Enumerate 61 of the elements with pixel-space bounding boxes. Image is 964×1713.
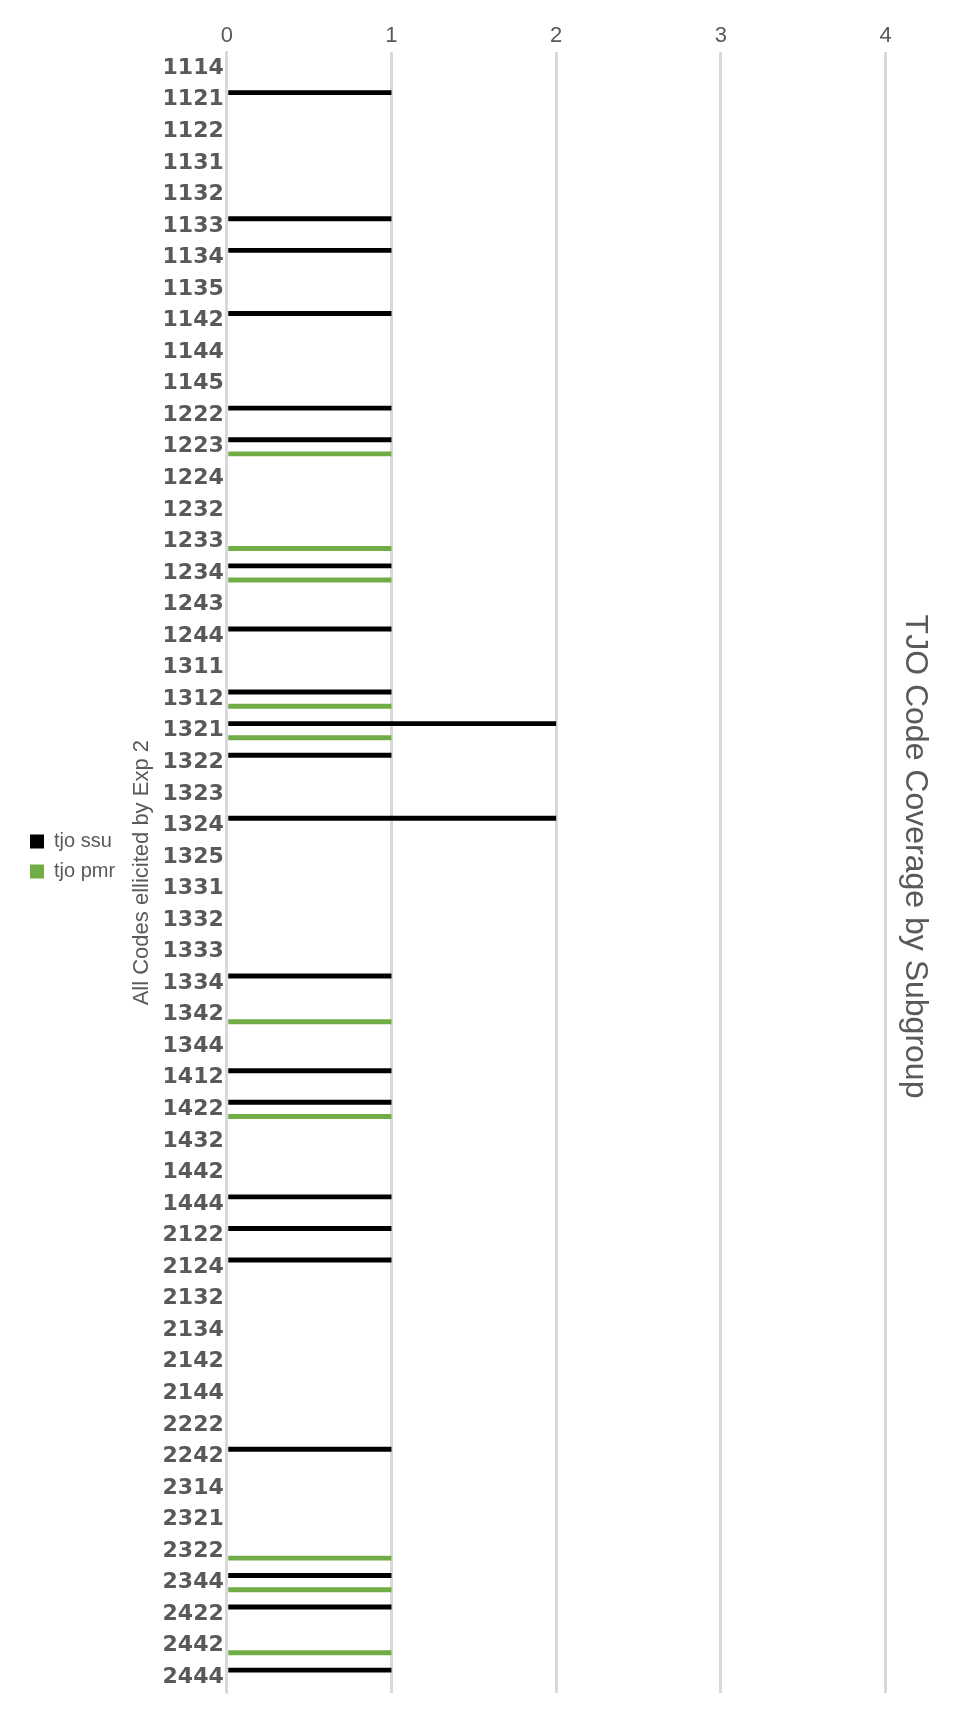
y-tick-label: 1342 xyxy=(162,1000,224,1026)
legend-label: tjo pmr xyxy=(54,859,116,882)
y-tick-label: 1331 xyxy=(162,874,224,900)
x-tick-label: 2 xyxy=(550,22,563,48)
y-tick-label: 1412 xyxy=(162,1063,224,1089)
y-tick-label: 2444 xyxy=(162,1662,224,1688)
y-tick-label: 1233 xyxy=(162,527,224,553)
x-tick-label: 1 xyxy=(385,22,398,48)
y-tick-label: 1332 xyxy=(162,905,224,931)
y-tick-label: 2422 xyxy=(162,1599,224,1625)
y-tick-label: 1135 xyxy=(162,274,224,300)
y-tick-label: 2314 xyxy=(162,1473,224,1499)
y-tick-label: 2132 xyxy=(162,1284,224,1310)
x-tick-label: 4 xyxy=(879,22,892,48)
y-tick-label: 1244 xyxy=(162,621,224,647)
y-tick-label: 1122 xyxy=(162,116,224,142)
x-tick-label: 3 xyxy=(714,22,728,48)
y-tick-label: 1321 xyxy=(162,716,224,742)
y-tick-label: 1243 xyxy=(162,590,224,616)
y-tick-label: 2124 xyxy=(162,1252,224,1278)
y-tick-label: 1323 xyxy=(162,779,224,805)
y-tick-label: 1134 xyxy=(162,243,224,269)
y-tick-label: 1144 xyxy=(162,337,224,363)
legend-label: tjo ssu xyxy=(54,829,112,852)
y-tick-label: 1224 xyxy=(162,464,224,490)
y-tick-label: 1145 xyxy=(162,369,224,395)
y-tick-label: 1131 xyxy=(162,148,224,174)
y-tick-label: 1324 xyxy=(162,811,224,837)
y-tick-label: 1422 xyxy=(162,1095,224,1121)
y-tick-label: 1223 xyxy=(162,432,224,458)
y-tick-label: 1232 xyxy=(162,495,224,521)
y-tick-label: 1333 xyxy=(162,937,224,963)
y-tick-label: 2242 xyxy=(162,1442,224,1468)
y-tick-label: 2134 xyxy=(162,1315,224,1341)
y-tick-label: 1325 xyxy=(162,842,224,868)
y-tick-label: 2344 xyxy=(162,1568,224,1594)
y-tick-label: 1432 xyxy=(162,1126,224,1152)
y-tick-label: 2321 xyxy=(162,1505,224,1531)
y-tick-label: 2122 xyxy=(162,1221,224,1247)
y-tick-label: 1222 xyxy=(162,400,224,426)
y-tick-label: 2142 xyxy=(162,1347,224,1373)
y-tick-label: 1121 xyxy=(162,85,224,111)
y-tick-label: 1114 xyxy=(162,53,224,79)
y-tick-label: 1322 xyxy=(162,747,224,773)
y-tick-label: 2144 xyxy=(162,1378,224,1404)
y-tick-label: 1344 xyxy=(162,1031,224,1057)
y-tick-label: 1312 xyxy=(162,684,224,710)
y-tick-label: 1311 xyxy=(162,653,224,679)
y-tick-label: 1442 xyxy=(162,1158,224,1184)
y-tick-label: 2322 xyxy=(162,1536,224,1562)
y-tick-label: 1133 xyxy=(162,211,224,237)
y-tick-label: 2222 xyxy=(162,1410,224,1436)
text: TJO Code Coverage by Subgroup xyxy=(898,614,935,1099)
x-tick-label: 0 xyxy=(220,22,233,48)
y-tick-label: 1234 xyxy=(162,558,224,584)
y-tick-label: 2442 xyxy=(162,1631,224,1657)
y-axis-title: All Codes ellicited by Exp 2 xyxy=(128,740,154,1006)
y-tick-label: 1444 xyxy=(162,1189,224,1215)
y-tick-label: 1142 xyxy=(162,306,224,332)
y-tick-label: 1334 xyxy=(162,968,224,994)
y-tick-label: 1132 xyxy=(162,180,224,206)
